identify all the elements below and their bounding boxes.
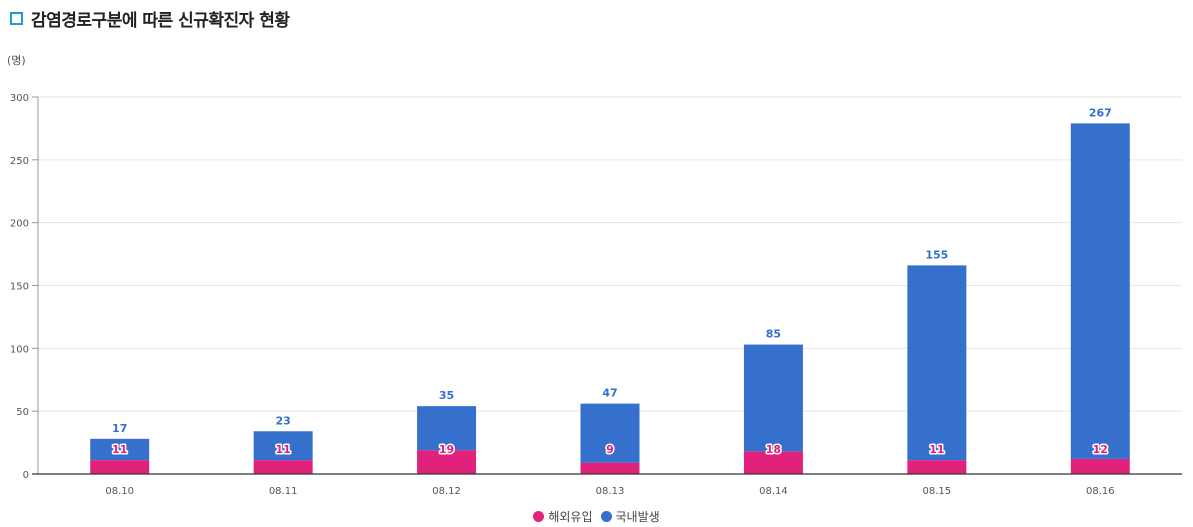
legend-item[interactable]: 해외유입 [533,508,593,525]
bar-segment-domestic [580,403,640,463]
data-label-domestic: 47 [602,387,617,400]
bar-segment-domestic [253,431,313,461]
y-tick-label: 200 [10,219,29,230]
x-tick-label: 08.13 [596,486,625,497]
data-label-domestic: 85 [766,328,781,341]
data-label-overseas: 11 [275,443,290,456]
bar-segment-domestic [743,344,803,452]
y-axis-unit-label: (명) [7,54,26,67]
legend-item[interactable]: 국내발생 [600,508,660,525]
data-label-overseas: 11 [112,443,127,456]
stacked-bar-chart: (명) 0 50 100 150 200 250 300 17 11 08.10 23 11 08.11 3… [7,54,1182,497]
data-label-overseas: 18 [766,443,781,456]
x-tick-label: 08.16 [1086,486,1115,497]
y-tick-label: 0 [23,470,29,481]
bar-segment-overseas [907,460,967,474]
bar-segment-domestic [907,265,967,461]
chart-legend: 해외유입 국내발생 [0,508,1193,525]
legend-dot-icon [600,511,612,522]
bar-segment-overseas [417,450,477,474]
legend-dot-icon [533,511,545,522]
data-label-domestic: 23 [275,414,290,427]
x-tick-label: 08.11 [269,486,298,497]
legend-label: 해외유입 [548,510,593,524]
x-tick-label: 08.14 [759,486,788,497]
data-label-overseas: 19 [439,443,454,456]
y-tick-label: 50 [16,407,29,418]
data-label-overseas: 11 [929,443,944,456]
bar-segment-overseas [90,460,150,474]
chart-title: 감염경로구분에 따른 신규확진자 현황 [31,10,290,31]
x-tick-label: 08.15 [923,486,952,497]
y-tick-label: 300 [10,93,29,104]
data-label-domestic: 35 [439,389,454,402]
bar-segment-domestic [417,406,477,451]
x-tick-label: 08.10 [105,486,134,497]
data-label-overseas: 9 [606,443,614,456]
bar-segment-domestic [90,438,150,461]
bar-segment-overseas [743,451,803,474]
y-tick-label: 100 [10,344,29,355]
data-label-domestic: 267 [1089,106,1112,119]
chart-title-area: 감염경로구분에 따른 신규확진자 현황 [10,6,290,31]
bar-segment-overseas [253,460,313,474]
title-square-icon [10,11,23,25]
legend-label: 국내발생 [615,510,660,524]
x-tick-label: 08.12 [432,486,461,497]
y-tick-label: 250 [10,156,29,167]
y-tick-label: 150 [10,282,29,293]
bar-segment-overseas [1070,458,1130,474]
data-label-overseas: 12 [1093,443,1108,456]
data-label-domestic: 155 [925,248,948,261]
bar-segment-domestic [1070,123,1130,459]
bar-segment-overseas [580,462,640,474]
data-label-domestic: 17 [112,422,127,435]
